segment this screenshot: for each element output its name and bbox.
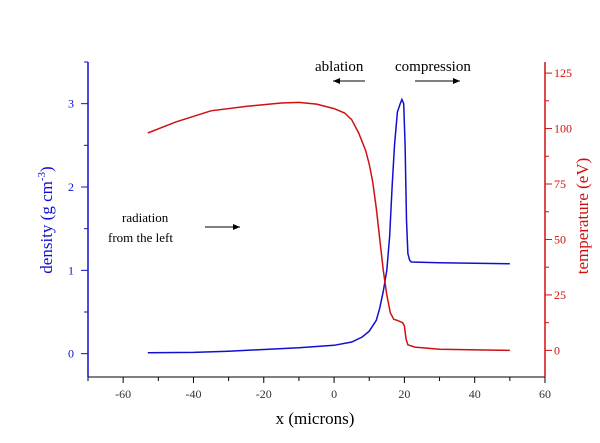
x-tick-label: -40: [185, 387, 201, 401]
arrow-right-radiation: [205, 224, 240, 230]
annotation-compression: compression: [395, 59, 471, 75]
x-tick-label: -20: [256, 387, 272, 401]
left-tick-label: 0: [68, 347, 74, 361]
left-axis-label: density (g cm-3): [36, 166, 56, 273]
density-line: [147, 97, 510, 354]
x-tick-label: 40: [469, 387, 481, 401]
annotation-ablation: ablation: [315, 59, 364, 75]
x-tick-label: 60: [539, 387, 551, 401]
right-tick-label: 50: [554, 232, 566, 246]
x-tick-label: 0: [331, 387, 337, 401]
right-tick-label: 0: [554, 343, 560, 357]
arrow-left-ablation: [333, 78, 365, 84]
left-tick-label: 2: [68, 180, 74, 194]
x-tick-label: -60: [115, 387, 131, 401]
left-tick-label: 1: [68, 263, 74, 277]
x-axis-label: x (microns): [276, 409, 355, 428]
right-tick-label: 100: [554, 122, 572, 136]
x-tick-label: 20: [398, 387, 410, 401]
right-tick-label: 25: [554, 288, 566, 302]
annotation-from-the-left: from the left: [108, 230, 173, 245]
right-tick-label: 125: [554, 66, 572, 80]
temperature-line: [147, 101, 510, 352]
right-axis-label: temperature (eV): [573, 158, 592, 275]
right-tick-label: 75: [554, 177, 566, 191]
annotation-radiation: radiation: [122, 210, 169, 225]
left-tick-label: 3: [68, 97, 74, 111]
arrow-right-compression: [415, 78, 460, 84]
